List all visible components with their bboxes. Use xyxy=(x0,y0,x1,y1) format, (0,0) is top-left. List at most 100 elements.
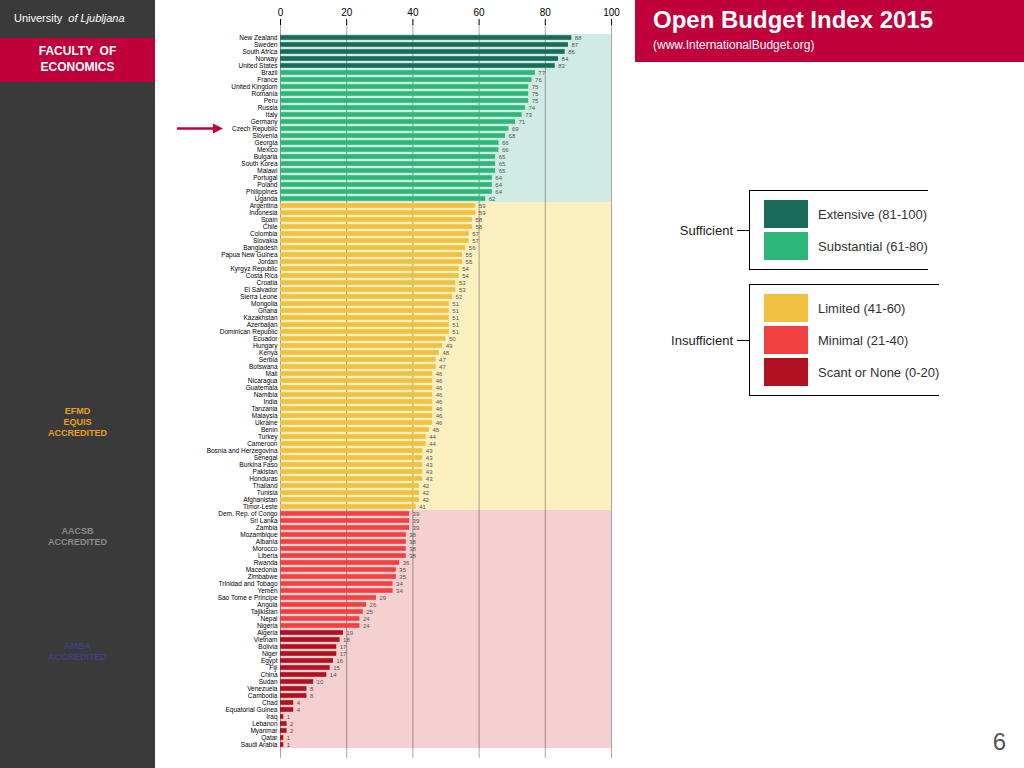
svg-text:Jordan: Jordan xyxy=(258,258,278,265)
svg-text:65: 65 xyxy=(499,168,506,174)
svg-text:46: 46 xyxy=(436,378,443,384)
svg-text:76: 76 xyxy=(535,77,542,83)
svg-text:86: 86 xyxy=(568,49,575,55)
svg-text:Cambodia: Cambodia xyxy=(248,692,278,699)
svg-text:Ecuador: Ecuador xyxy=(253,335,278,342)
svg-text:Yemen: Yemen xyxy=(258,587,278,594)
svg-text:38: 38 xyxy=(409,539,416,545)
svg-text:43: 43 xyxy=(426,462,433,468)
svg-text:Sweden: Sweden xyxy=(254,41,278,48)
svg-text:39: 39 xyxy=(413,511,420,517)
svg-text:75: 75 xyxy=(532,98,539,104)
svg-text:Venezuela: Venezuela xyxy=(247,685,278,692)
svg-text:66: 66 xyxy=(502,147,509,153)
svg-text:42: 42 xyxy=(423,497,430,503)
svg-text:Sudan: Sudan xyxy=(259,678,278,685)
svg-text:44: 44 xyxy=(429,441,436,447)
svg-text:87: 87 xyxy=(571,42,578,48)
svg-text:65: 65 xyxy=(499,161,506,167)
svg-text:54: 54 xyxy=(462,273,469,279)
svg-text:Kazakhstan: Kazakhstan xyxy=(244,314,278,321)
svg-text:75: 75 xyxy=(532,91,539,97)
svg-text:84: 84 xyxy=(562,56,569,62)
svg-text:Ghana: Ghana xyxy=(258,307,278,314)
svg-text:United States: United States xyxy=(238,62,278,69)
svg-text:64: 64 xyxy=(495,175,502,181)
svg-text:25: 25 xyxy=(366,609,373,615)
svg-text:New Zealand: New Zealand xyxy=(239,34,278,41)
svg-text:10: 10 xyxy=(317,679,324,685)
svg-text:56: 56 xyxy=(469,245,476,251)
svg-text:Burkina Faso: Burkina Faso xyxy=(239,461,278,468)
svg-text:Albania: Albania xyxy=(256,538,278,545)
svg-text:53: 53 xyxy=(459,280,466,286)
svg-text:57: 57 xyxy=(472,231,479,237)
svg-text:Chile: Chile xyxy=(263,223,278,230)
svg-text:39: 39 xyxy=(413,525,420,531)
svg-text:Costa Rica: Costa Rica xyxy=(246,272,278,279)
svg-text:Morocco: Morocco xyxy=(253,545,278,552)
svg-text:44: 44 xyxy=(429,434,436,440)
svg-text:43: 43 xyxy=(426,469,433,475)
svg-text:62: 62 xyxy=(489,196,496,202)
svg-text:Macedonia: Macedonia xyxy=(246,566,278,573)
svg-text:47: 47 xyxy=(439,357,446,363)
svg-text:Pakistan: Pakistan xyxy=(253,468,278,475)
svg-text:Mali: Mali xyxy=(266,370,278,377)
svg-text:51: 51 xyxy=(452,322,459,328)
svg-text:59: 59 xyxy=(479,210,486,216)
svg-text:88: 88 xyxy=(575,35,582,41)
svg-text:46: 46 xyxy=(436,420,443,426)
svg-text:34: 34 xyxy=(396,581,403,587)
svg-text:35: 35 xyxy=(399,567,406,573)
svg-text:52: 52 xyxy=(456,294,463,300)
svg-text:50: 50 xyxy=(449,336,456,342)
svg-text:38: 38 xyxy=(409,532,416,538)
svg-text:Indonesia: Indonesia xyxy=(249,209,278,216)
svg-text:19: 19 xyxy=(346,630,353,636)
svg-text:47: 47 xyxy=(439,364,446,370)
svg-text:Sri Lanka: Sri Lanka xyxy=(250,517,278,524)
svg-text:Guatemala: Guatemala xyxy=(246,384,278,391)
svg-text:14: 14 xyxy=(330,672,337,678)
svg-text:1: 1 xyxy=(287,742,291,748)
svg-text:55: 55 xyxy=(466,252,473,258)
svg-text:El Salvador: El Salvador xyxy=(244,286,278,293)
svg-text:26: 26 xyxy=(370,602,377,608)
svg-text:42: 42 xyxy=(423,490,430,496)
svg-text:Sierra Leone: Sierra Leone xyxy=(240,293,278,300)
svg-text:64: 64 xyxy=(495,182,502,188)
svg-text:South Korea: South Korea xyxy=(241,160,278,167)
svg-text:49: 49 xyxy=(446,343,453,349)
svg-text:1: 1 xyxy=(287,735,291,741)
svg-text:South Africa: South Africa xyxy=(242,48,277,55)
svg-text:43: 43 xyxy=(426,476,433,482)
svg-text:Russia: Russia xyxy=(258,104,278,111)
svg-text:17: 17 xyxy=(340,651,347,657)
svg-text:China: China xyxy=(261,671,278,678)
svg-text:Honduras: Honduras xyxy=(249,475,278,482)
svg-text:15: 15 xyxy=(333,665,340,671)
svg-text:Botswana: Botswana xyxy=(249,363,278,370)
svg-text:Brazil: Brazil xyxy=(261,69,278,76)
svg-text:60: 60 xyxy=(474,7,486,18)
svg-text:Rwanda: Rwanda xyxy=(254,559,278,566)
svg-text:Slovenia: Slovenia xyxy=(253,132,278,139)
svg-text:46: 46 xyxy=(436,392,443,398)
svg-text:Slovakia: Slovakia xyxy=(253,237,278,244)
svg-text:8: 8 xyxy=(310,686,314,692)
svg-text:46: 46 xyxy=(436,371,443,377)
svg-text:18: 18 xyxy=(343,637,350,643)
svg-text:64: 64 xyxy=(495,189,502,195)
svg-text:51: 51 xyxy=(452,329,459,335)
svg-text:100: 100 xyxy=(603,7,620,18)
svg-text:Thailand: Thailand xyxy=(253,482,278,489)
svg-text:4: 4 xyxy=(297,700,301,706)
svg-text:36: 36 xyxy=(403,560,410,566)
svg-text:43: 43 xyxy=(426,455,433,461)
svg-text:73: 73 xyxy=(525,112,532,118)
svg-text:68: 68 xyxy=(509,133,516,139)
svg-text:75: 75 xyxy=(532,84,539,90)
svg-text:58: 58 xyxy=(475,217,482,223)
svg-text:Vietnam: Vietnam xyxy=(254,636,278,643)
